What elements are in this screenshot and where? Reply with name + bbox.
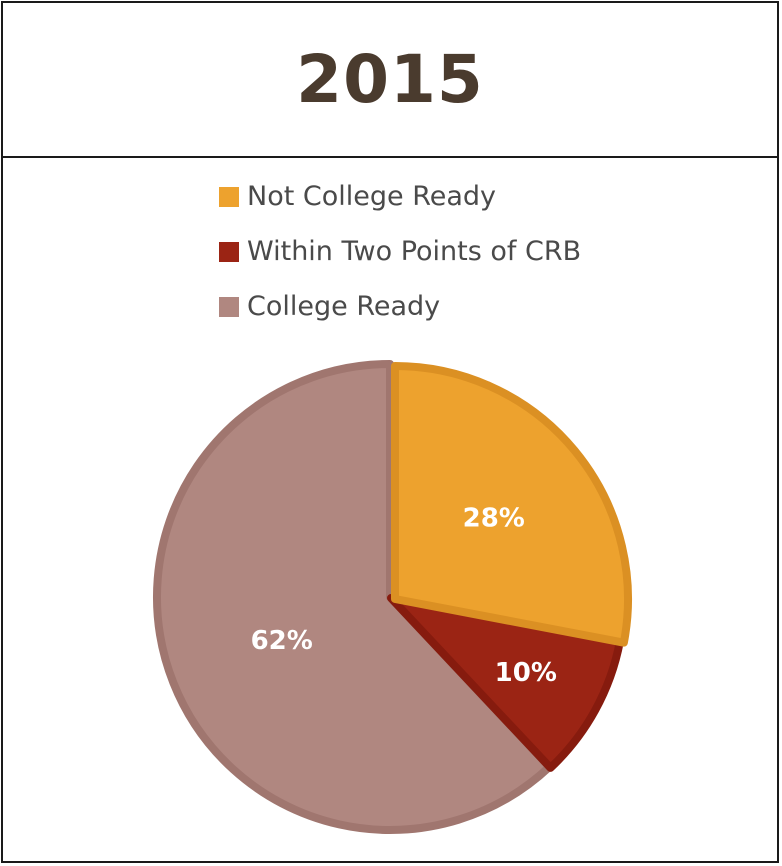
- legend-label-college-ready: College Ready: [247, 291, 440, 322]
- data-label-college-ready: 62%: [251, 626, 313, 656]
- pie-slice-not-college-ready: [391, 362, 632, 647]
- legend-swatch-not-college-ready: [219, 187, 239, 207]
- legend-swatch-college-ready: [219, 297, 239, 317]
- pie-slice-college-ready: [153, 360, 554, 834]
- legend-label-within-two-points-of-crb: Within Two Points of CRB: [247, 236, 581, 267]
- legend-swatch-within-two-points-of-crb: [219, 242, 239, 262]
- data-label-within-two-points-of-crb: 10%: [495, 658, 557, 688]
- pie-slice-within-two-points-of-crb: [387, 594, 624, 772]
- title-box: 2015: [3, 3, 777, 158]
- chart-title: 2015: [296, 41, 484, 118]
- data-label-not-college-ready: 28%: [463, 503, 525, 533]
- legend-label-not-college-ready: Not College Ready: [247, 181, 496, 212]
